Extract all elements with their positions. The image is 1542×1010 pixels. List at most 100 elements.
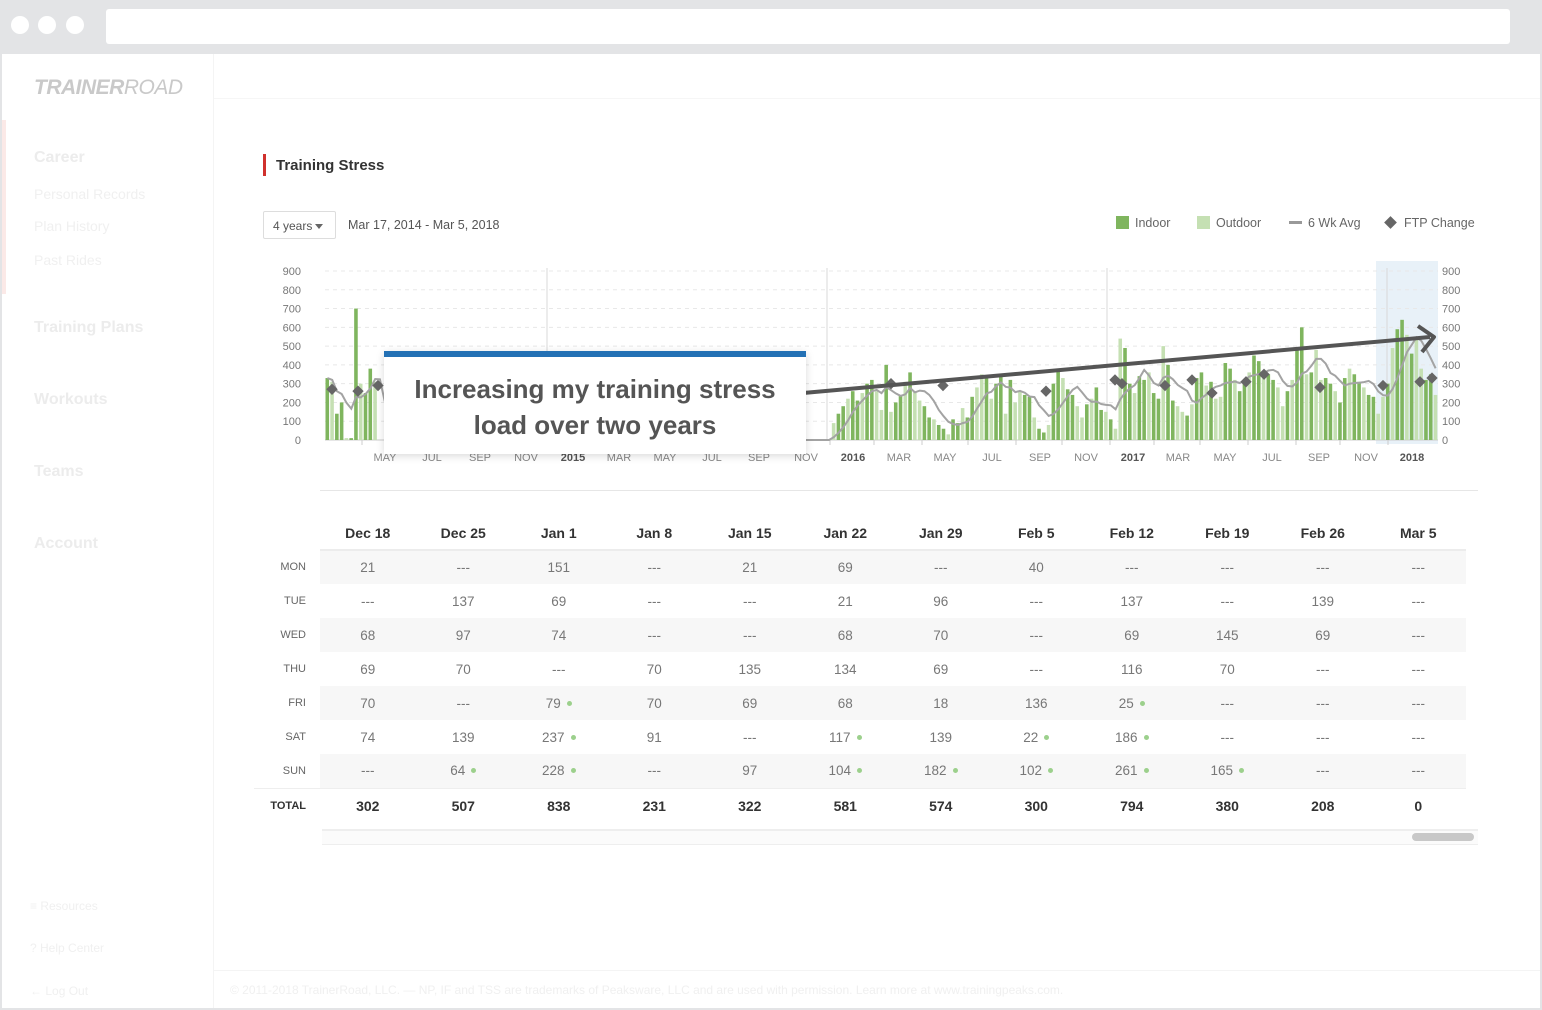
nav-account[interactable]: Account bbox=[34, 535, 98, 552]
stress-bar[interactable] bbox=[855, 400, 860, 440]
stress-bar[interactable] bbox=[1104, 411, 1108, 440]
stress-cell[interactable]: --- bbox=[989, 584, 1085, 618]
stress-bar[interactable] bbox=[946, 434, 951, 440]
stress-bar[interactable] bbox=[879, 409, 884, 440]
week-column-header[interactable]: Jan 15 bbox=[702, 516, 798, 551]
stress-cell[interactable]: 69 bbox=[1084, 618, 1180, 652]
stress-bar[interactable] bbox=[1323, 378, 1328, 440]
stress-bar[interactable] bbox=[1013, 402, 1017, 440]
stress-cell[interactable]: --- bbox=[1370, 754, 1466, 788]
stress-cell[interactable]: --- bbox=[1370, 550, 1466, 584]
stress-cell[interactable]: 139 bbox=[893, 720, 989, 754]
stress-cell[interactable]: 165 bbox=[1179, 754, 1275, 788]
stress-bar[interactable] bbox=[325, 378, 330, 440]
nav-plan-history[interactable]: Plan History bbox=[34, 218, 110, 234]
stress-bar[interactable] bbox=[1338, 402, 1342, 440]
stress-cell[interactable]: 182 bbox=[893, 754, 989, 788]
stress-bar[interactable] bbox=[1089, 398, 1094, 440]
stress-cell[interactable]: --- bbox=[1370, 686, 1466, 720]
stress-bar[interactable] bbox=[1147, 372, 1151, 440]
stress-cell[interactable]: --- bbox=[415, 550, 511, 584]
stress-cell[interactable]: 237 bbox=[511, 720, 607, 754]
stress-cell[interactable]: 74 bbox=[511, 618, 607, 652]
stress-cell[interactable]: 228 bbox=[511, 754, 607, 788]
nav-personal-records[interactable]: Personal Records bbox=[34, 186, 146, 202]
stress-cell[interactable]: 145 bbox=[1179, 618, 1275, 652]
stress-cell[interactable]: 70 bbox=[416, 652, 512, 686]
ftp-change-marker[interactable] bbox=[1206, 387, 1218, 399]
stress-cell[interactable]: 96 bbox=[893, 584, 989, 618]
ftp-change-marker[interactable] bbox=[1186, 374, 1198, 386]
stress-bar[interactable] bbox=[1190, 404, 1194, 440]
stress-cell[interactable]: 91 bbox=[607, 720, 703, 754]
horizontal-scrollbar[interactable] bbox=[322, 829, 1478, 845]
stress-bar[interactable] bbox=[836, 413, 841, 440]
stress-bar[interactable] bbox=[1228, 368, 1232, 440]
ftp-change-marker[interactable] bbox=[1314, 381, 1326, 394]
stress-cell[interactable]: 70 bbox=[320, 686, 416, 720]
stress-bar[interactable] bbox=[884, 364, 888, 440]
stress-bar[interactable] bbox=[1242, 383, 1247, 440]
stress-bar[interactable] bbox=[1433, 394, 1438, 440]
stress-cell[interactable]: --- bbox=[606, 550, 702, 584]
week-column-header[interactable]: Dec 18 bbox=[320, 516, 416, 551]
stress-bar[interactable] bbox=[965, 417, 970, 440]
stress-cell[interactable]: 18 bbox=[893, 686, 989, 720]
stress-cell[interactable]: --- bbox=[988, 618, 1084, 652]
stress-bar[interactable] bbox=[1247, 372, 1252, 440]
stress-bar[interactable] bbox=[970, 396, 974, 440]
stress-bar[interactable] bbox=[1027, 396, 1032, 440]
stress-cell[interactable]: --- bbox=[1179, 550, 1275, 584]
stress-cell[interactable]: 134 bbox=[798, 652, 894, 686]
logo[interactable]: TRAINERROAD bbox=[34, 76, 183, 100]
stress-bar[interactable] bbox=[1256, 361, 1261, 440]
stress-cell[interactable]: --- bbox=[1179, 686, 1275, 720]
ftp-change-marker[interactable] bbox=[1377, 379, 1389, 392]
stress-cell[interactable]: 135 bbox=[702, 652, 798, 686]
stress-cell[interactable]: --- bbox=[606, 754, 702, 788]
stress-bar[interactable] bbox=[1385, 383, 1390, 440]
stress-cell[interactable]: 97 bbox=[415, 618, 511, 652]
stress-cell[interactable]: 64 bbox=[415, 754, 511, 788]
stress-cell[interactable]: 70 bbox=[1180, 652, 1276, 686]
stress-bar[interactable] bbox=[831, 423, 836, 440]
stress-cell[interactable]: --- bbox=[1275, 550, 1371, 584]
stress-bar[interactable] bbox=[1170, 400, 1175, 440]
stress-bar[interactable] bbox=[1299, 327, 1304, 440]
stress-bar[interactable] bbox=[1199, 372, 1204, 440]
stress-bar[interactable] bbox=[1405, 334, 1409, 440]
stress-cell[interactable]: --- bbox=[702, 720, 798, 754]
stress-bar[interactable] bbox=[1051, 383, 1056, 440]
week-column-header[interactable]: Feb 12 bbox=[1084, 516, 1180, 551]
stress-cell[interactable]: --- bbox=[1371, 584, 1467, 618]
stress-bar[interactable] bbox=[1309, 372, 1314, 440]
stress-cell[interactable]: --- bbox=[1084, 550, 1180, 584]
stress-bar[interactable] bbox=[1390, 347, 1395, 440]
stress-bar[interactable] bbox=[898, 394, 903, 440]
stress-bar[interactable] bbox=[1213, 398, 1218, 440]
stress-bar[interactable] bbox=[1113, 428, 1118, 440]
stress-bar[interactable] bbox=[1280, 406, 1285, 440]
stress-bar[interactable] bbox=[979, 374, 984, 440]
stress-bar[interactable] bbox=[1261, 376, 1266, 440]
stress-cell[interactable]: 139 bbox=[416, 720, 512, 754]
legend-ftp[interactable]: FTP Change bbox=[1384, 216, 1475, 230]
stress-bar[interactable] bbox=[1042, 432, 1046, 440]
stress-cell[interactable]: 104 bbox=[797, 754, 893, 788]
stress-cell[interactable]: 21 bbox=[702, 550, 798, 584]
stress-bar[interactable] bbox=[936, 424, 941, 440]
stress-bar[interactable] bbox=[363, 393, 368, 440]
stress-bar[interactable] bbox=[1328, 383, 1333, 440]
stress-cell[interactable]: 79 bbox=[511, 686, 607, 720]
stress-cell[interactable]: 69 bbox=[1275, 618, 1371, 652]
stress-cell[interactable]: --- bbox=[1371, 720, 1467, 754]
stress-bar[interactable] bbox=[1304, 374, 1309, 440]
stress-bar[interactable] bbox=[1185, 415, 1189, 440]
stress-bar[interactable] bbox=[1424, 379, 1428, 440]
ftp-change-marker[interactable] bbox=[372, 379, 384, 392]
stress-bar[interactable] bbox=[1118, 338, 1123, 440]
stress-bar[interactable] bbox=[1233, 379, 1237, 440]
stress-cell[interactable]: --- bbox=[415, 686, 511, 720]
stress-cell[interactable]: --- bbox=[1371, 652, 1467, 686]
stress-bar[interactable] bbox=[1314, 349, 1318, 440]
